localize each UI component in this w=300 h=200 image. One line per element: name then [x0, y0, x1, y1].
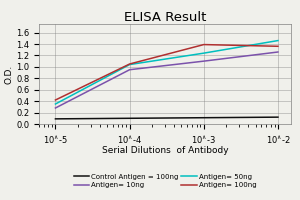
Line: Antigen= 100ng: Antigen= 100ng	[56, 45, 278, 100]
Antigen= 50ng	[54, 103, 57, 105]
Antigen= 50ng	[202, 52, 206, 54]
Line: Antigen= 10ng: Antigen= 10ng	[56, 52, 278, 108]
Antigen= 100ng	[128, 63, 131, 65]
Control Antigen = 100ng	[276, 116, 280, 118]
Antigen= 100ng	[202, 43, 206, 46]
Legend: Control Antigen = 100ng, Antigen= 10ng, Antigen= 50ng, Antigen= 100ng: Control Antigen = 100ng, Antigen= 10ng, …	[72, 172, 258, 189]
Control Antigen = 100ng	[202, 117, 206, 119]
Antigen= 100ng	[54, 99, 57, 101]
Antigen= 10ng	[202, 60, 206, 62]
Line: Antigen= 50ng: Antigen= 50ng	[56, 41, 278, 104]
Control Antigen = 100ng	[128, 117, 131, 119]
Line: Control Antigen = 100ng: Control Antigen = 100ng	[56, 117, 278, 119]
Antigen= 50ng	[276, 39, 280, 42]
Antigen= 10ng	[128, 69, 131, 71]
Title: ELISA Result: ELISA Result	[124, 11, 206, 24]
Antigen= 50ng	[128, 63, 131, 66]
Antigen= 10ng	[54, 107, 57, 109]
Antigen= 100ng	[276, 45, 280, 47]
Antigen= 10ng	[276, 51, 280, 53]
X-axis label: Serial Dilutions  of Antibody: Serial Dilutions of Antibody	[102, 146, 228, 155]
Y-axis label: O.D.: O.D.	[4, 64, 13, 84]
Control Antigen = 100ng	[54, 118, 57, 120]
